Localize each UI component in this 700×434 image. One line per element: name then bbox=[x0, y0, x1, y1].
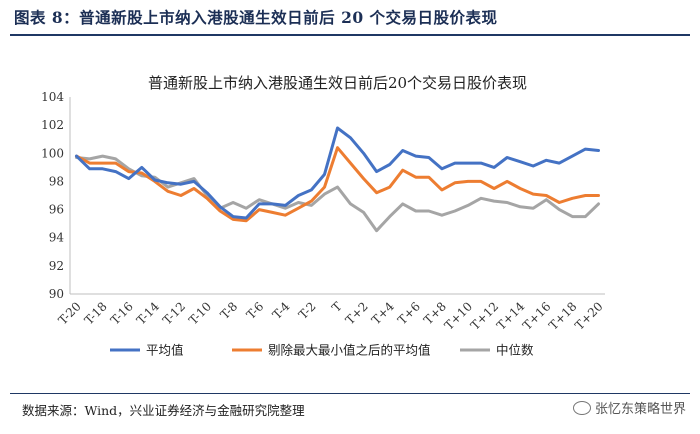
y-tick-label: 96 bbox=[49, 203, 64, 217]
x-tick-label: T+10 bbox=[442, 299, 475, 332]
x-tick-label: T-16 bbox=[108, 299, 136, 327]
x-tick-label: T+18 bbox=[546, 299, 579, 332]
chart-title: 普通新股上市纳入港股通生效日前后20个交易日股价表现 bbox=[148, 74, 527, 92]
x-tick-label: T+4 bbox=[369, 299, 397, 327]
x-tick-label: T-12 bbox=[160, 299, 188, 327]
x-tick-label: T-4 bbox=[270, 299, 293, 322]
legend-label-1: 剔除最大最小值之后的平均值 bbox=[268, 343, 431, 358]
source-note: 数据来源：Wind，兴业证券经济与金融研究院整理 bbox=[22, 403, 305, 418]
x-tick-label: T+14 bbox=[494, 299, 528, 333]
x-tick-label: T-14 bbox=[134, 299, 162, 327]
x-tick-label: T+2 bbox=[343, 299, 371, 327]
y-tick-label: 92 bbox=[49, 259, 64, 273]
y-tick-label: 98 bbox=[49, 174, 64, 188]
x-tick-label: T bbox=[329, 299, 345, 315]
y-tick-label: 90 bbox=[49, 287, 64, 301]
x-tick-label: T-6 bbox=[244, 299, 267, 322]
x-tick-label: T+12 bbox=[468, 299, 501, 332]
y-tick-label: 100 bbox=[41, 146, 64, 160]
watermark: 张忆东策略世界 bbox=[572, 398, 686, 417]
x-tick-label: T-2 bbox=[296, 299, 319, 322]
x-tick-label: T-10 bbox=[186, 299, 214, 327]
x-tick-label: T+16 bbox=[520, 299, 553, 332]
series-line-2 bbox=[75, 154, 600, 233]
y-tick-label: 94 bbox=[49, 231, 65, 245]
header-rule bbox=[10, 34, 690, 36]
x-tick-label: T+20 bbox=[572, 299, 605, 332]
x-tick-label: T+6 bbox=[395, 299, 423, 327]
wechat-icon bbox=[572, 401, 591, 415]
x-tick-label: T-18 bbox=[82, 299, 110, 327]
figure-title: 图表 8：普通新股上市纳入港股通生效日前后 20 个交易日股价表现 bbox=[14, 8, 498, 27]
x-tick-label: T-8 bbox=[218, 299, 241, 322]
watermark-text: 张忆东策略世界 bbox=[594, 402, 686, 417]
y-tick-label: 102 bbox=[41, 118, 64, 132]
y-tick-label: 104 bbox=[41, 90, 64, 104]
legend-label-2: 中位数 bbox=[496, 343, 534, 358]
series-line-1 bbox=[75, 146, 600, 223]
x-tick-label: T-20 bbox=[56, 299, 84, 327]
footer-rule bbox=[10, 393, 690, 394]
series-line-0 bbox=[75, 126, 600, 220]
legend-label-0: 平均值 bbox=[146, 343, 184, 358]
